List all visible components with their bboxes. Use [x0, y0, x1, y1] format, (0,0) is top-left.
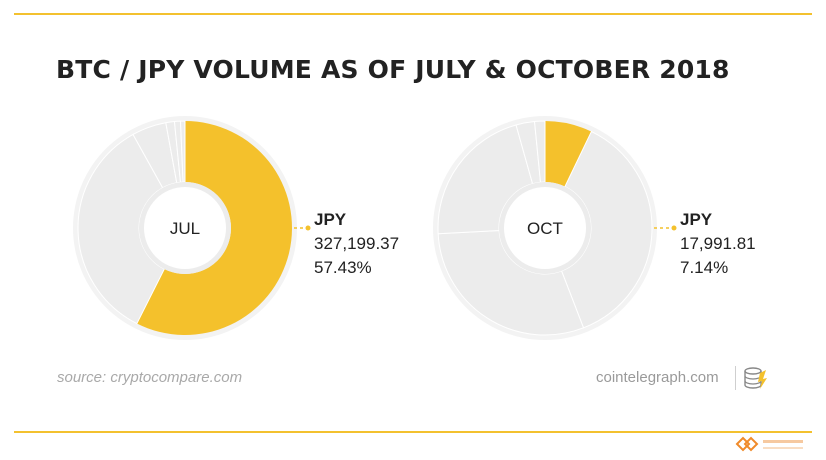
label-value-oct: 17,991.81	[680, 234, 756, 253]
donut-hole-jul	[144, 187, 226, 269]
leader-dot-oct	[671, 225, 677, 231]
site-credit[interactable]: cointelegraph.com	[596, 369, 719, 386]
bottom-rule	[14, 431, 812, 433]
label-percent-jul: 57.43%	[314, 258, 372, 277]
leader-dot-jul	[305, 225, 311, 231]
slice-jpy-oct	[545, 121, 592, 187]
label-name-oct: JPY	[680, 210, 713, 229]
label-value-jul: 327,199.37	[314, 234, 399, 253]
donut-hole-oct	[504, 187, 586, 269]
coin-stack-logo-icon	[744, 367, 767, 389]
center-label-jul: JUL	[170, 219, 200, 238]
watermark-logo-icon	[735, 436, 803, 452]
slice-jpy-jul	[136, 121, 293, 336]
label-name-jul: JPY	[314, 210, 347, 229]
center-label-oct: OCT	[527, 219, 563, 238]
chart-title: BTC / JPY VOLUME AS OF JULY & OCTOBER 20…	[56, 55, 730, 84]
source-note: source: cryptocompare.com	[57, 369, 243, 386]
top-rule	[14, 13, 812, 15]
label-percent-oct: 7.14%	[680, 258, 728, 277]
credit-divider	[735, 366, 736, 390]
